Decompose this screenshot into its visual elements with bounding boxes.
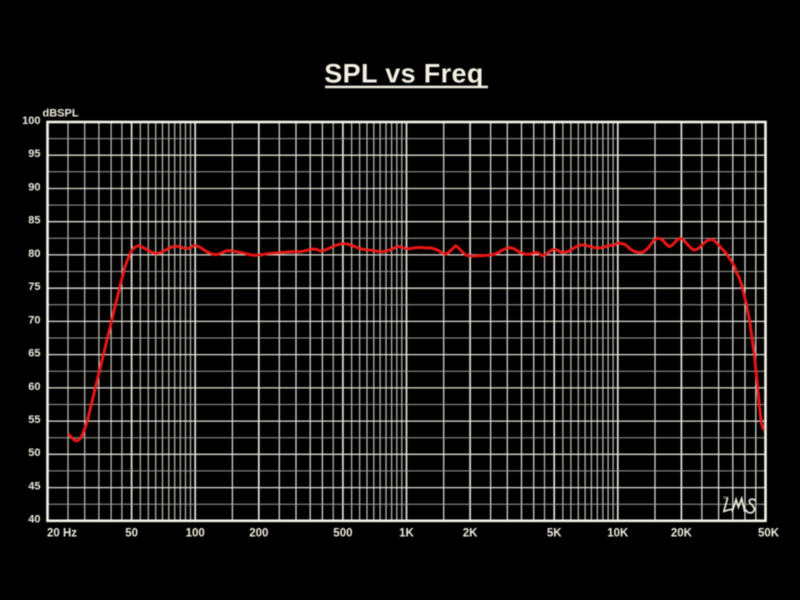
svg-text:100: 100 (22, 115, 40, 127)
svg-text:60: 60 (28, 381, 40, 393)
svg-text:SPL vs Freq: SPL vs Freq (324, 59, 483, 89)
svg-text:95: 95 (28, 148, 40, 160)
svg-text:75: 75 (28, 281, 40, 293)
svg-text:dBSPL: dBSPL (43, 108, 79, 120)
svg-text:85: 85 (28, 215, 40, 227)
svg-text:55: 55 (28, 414, 40, 426)
svg-text:50: 50 (28, 447, 40, 459)
svg-text:50K: 50K (758, 528, 780, 540)
svg-text:20K: 20K (671, 528, 693, 540)
svg-text:100: 100 (186, 528, 205, 540)
svg-text:50: 50 (125, 528, 138, 540)
svg-text:20: 20 (47, 528, 60, 540)
svg-text:2K: 2K (463, 528, 478, 540)
svg-text:5K: 5K (547, 528, 562, 540)
svg-text:TM: TM (723, 496, 728, 500)
svg-text:500: 500 (333, 528, 352, 540)
svg-text:90: 90 (28, 181, 40, 193)
svg-text:10K: 10K (607, 528, 629, 540)
svg-text:Hz: Hz (63, 528, 77, 540)
svg-text:40: 40 (28, 514, 40, 526)
svg-text:200: 200 (249, 528, 268, 540)
svg-text:80: 80 (28, 248, 40, 260)
svg-text:65: 65 (28, 348, 40, 360)
svg-text:70: 70 (28, 314, 40, 326)
svg-text:45: 45 (28, 481, 40, 493)
svg-text:1K: 1K (399, 528, 414, 540)
